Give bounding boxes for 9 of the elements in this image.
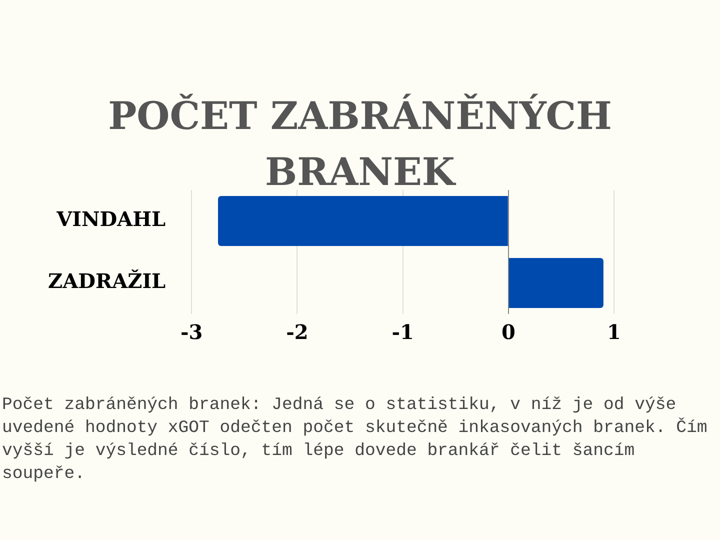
text: Počet zabráněných branek: Jedná se o statistiku, v níž je od výše uvedené hodnoty xGOT odečten počet skutečně inkasovaných branek. Čím vyšší je výsledné číslo, tím lépe dovede brankář čelit šancím soupeře. [2,395,708,486]
y-tick-label: VINDAHL [56,207,166,232]
x-tick-label: -1 [392,320,414,344]
x-tick-label: 0 [501,320,516,344]
x-tick-label: 1 [607,320,621,344]
y-tick-label: ZADRAŽIL [48,269,166,294]
x-tick-label: -3 [180,320,203,344]
chart-title: POČET ZABRÁNĚNÝCH BRANEK [107,92,613,196]
x-tick-label: -2 [286,320,308,344]
